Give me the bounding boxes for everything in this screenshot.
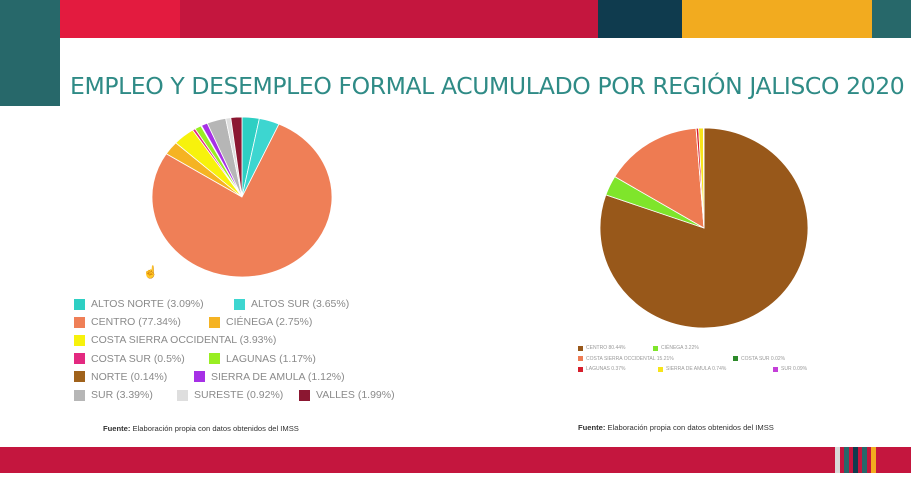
source-label-left: Fuente:: [103, 424, 131, 433]
legend-label: COSTA SIERRA OCCIDENTAL 15.21%: [586, 355, 674, 362]
legend-label: NORTE (0.14%): [91, 370, 168, 383]
legend-label: COSTA SIERRA OCCIDENTAL (3.93%): [91, 334, 277, 347]
legend-swatch: [74, 371, 85, 383]
bottom-band-stripe: [835, 447, 840, 473]
legend-item-left: COSTA SUR (0.5%): [74, 353, 185, 365]
legend-swatch: [209, 353, 220, 365]
legend-label: LAGUNAS (1.17%): [226, 352, 316, 365]
legend-swatch: [74, 353, 85, 365]
legend-item-left: SUR (3.39%): [74, 389, 153, 401]
legend-item-left: SURESTE (0.92%): [177, 389, 283, 401]
legend-swatch: [74, 334, 85, 346]
legend-label: SIERRA DE AMULA (1.12%): [211, 370, 345, 383]
legend-swatch: [194, 371, 205, 383]
source-label-right: Fuente:: [578, 423, 606, 432]
legend-item-right: CIÉNEGA 3.22%: [653, 345, 699, 351]
legend-label: VALLES (1.99%): [316, 389, 395, 401]
legend-label: SURESTE (0.92%): [194, 389, 284, 401]
mouse-cursor-icon: ☝: [143, 265, 158, 279]
top-band-segment: [330, 0, 480, 38]
legend-swatch: [578, 366, 583, 372]
legend-label: SIERRA DE AMULA 0.74%: [666, 366, 727, 372]
legend-item-left: VALLES (1.99%): [299, 389, 395, 401]
legend-swatch: [658, 366, 663, 372]
source-text-right: Elaboración propia con datos obtenidos d…: [607, 423, 774, 432]
slide-title: EMPLEO Y DESEMPLEO FORMAL ACUMULADO POR …: [70, 72, 905, 100]
source-text-left: Elaboración propia con datos obtenidos d…: [132, 424, 299, 433]
pie-slice-left-2: [151, 123, 333, 278]
source-note-left: Fuente: Elaboración propia con datos obt…: [103, 424, 299, 433]
legend-item-right: COSTA SUR 0.02%: [733, 356, 785, 362]
legend-label: ALTOS SUR (3.65%): [251, 298, 350, 310]
legend-item-right: SUR 0.09%: [773, 366, 807, 372]
legend-item-left: COSTA SIERRA OCCIDENTAL (3.93%): [74, 334, 276, 346]
legend-swatch: [578, 345, 583, 351]
bottom-band-stripe: [844, 447, 849, 473]
legend-swatch: [653, 345, 658, 351]
legend-swatch: [74, 316, 85, 328]
top-band-segment: [180, 0, 330, 38]
pie-chart-left: [151, 116, 333, 278]
legend-label: ALTOS NORTE (3.09%): [91, 298, 204, 310]
legend-item-right: COSTA SIERRA OCCIDENTAL 15.21%: [578, 356, 674, 362]
legend-item-left: SIERRA DE AMULA (1.12%): [194, 371, 345, 383]
legend-label: CENTRO 80.44%: [586, 345, 626, 351]
bottom-band-stripe: [862, 447, 867, 473]
pie-slice-right-0: [599, 127, 809, 329]
legend-swatch: [209, 316, 220, 328]
pie-slice-right-6: [703, 127, 705, 229]
bottom-color-band: [0, 447, 911, 473]
top-band-segment: [872, 0, 911, 38]
top-band-segment: [598, 0, 682, 38]
legend-item-right: CENTRO 80.44%: [578, 345, 625, 351]
legend-label: LAGUNAS 0.37%: [586, 366, 626, 372]
bottom-band-stripe: [853, 447, 858, 473]
legend-swatch: [74, 298, 85, 310]
legend-swatch: [177, 389, 188, 401]
legend-label: SUR 0.09%: [781, 366, 808, 372]
legend-item-left: CENTRO (77.34%): [74, 316, 181, 328]
teal-corner-block: [0, 0, 60, 106]
source-note-right: Fuente: Elaboración propia con datos obt…: [578, 423, 774, 432]
legend-item-left: NORTE (0.14%): [74, 371, 167, 383]
top-color-band: [0, 0, 911, 38]
legend-label: SUR (3.39%): [91, 389, 153, 401]
legend-item-left: LAGUNAS (1.17%): [209, 353, 316, 365]
legend-item-left: CIÉNEGA (2.75%): [209, 316, 312, 328]
legend-swatch: [299, 389, 310, 401]
pie-slice-left-11: [230, 116, 243, 198]
legend-item-right: SIERRA DE AMULA 0.74%: [658, 366, 726, 372]
pie-chart-right: [599, 127, 809, 329]
bottom-band-stripe: [871, 447, 876, 473]
legend-swatch: [773, 366, 778, 372]
legend-swatch: [234, 298, 245, 310]
legend-swatch: [578, 356, 583, 361]
legend-label: CENTRO (77.34%): [91, 316, 181, 329]
top-band-segment: [480, 0, 598, 38]
legend-label: COSTA SUR (0.5%): [91, 352, 185, 365]
legend-label: COSTA SUR 0.02%: [741, 355, 786, 362]
legend-swatch: [733, 356, 738, 361]
pie-slice-right-2: [614, 127, 705, 229]
legend-label: CIÉNEGA 3.22%: [661, 345, 699, 351]
legend-item-left: ALTOS SUR (3.65%): [234, 298, 349, 310]
legend-label: CIÉNEGA (2.75%): [226, 316, 313, 329]
legend-item-left: ALTOS NORTE (3.09%): [74, 298, 204, 310]
top-band-segment: [682, 0, 872, 38]
legend-item-right: LAGUNAS 0.37%: [578, 366, 625, 372]
legend-swatch: [74, 389, 85, 401]
